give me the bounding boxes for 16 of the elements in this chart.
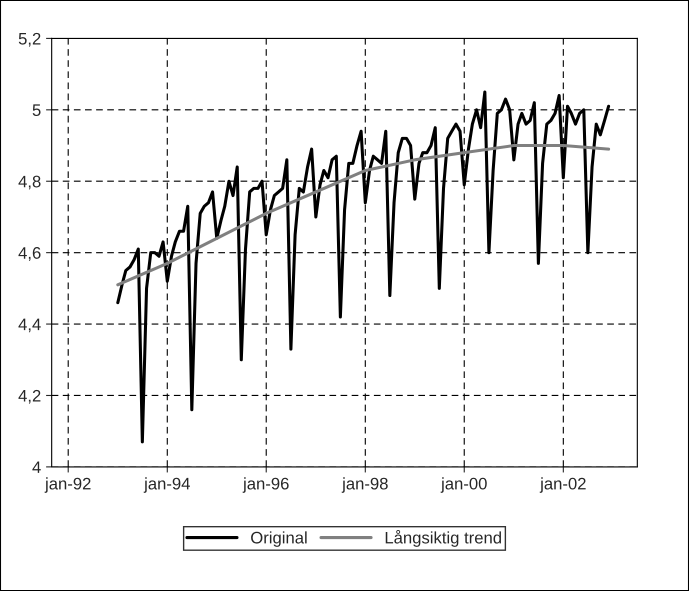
y-tick-label: 4 (32, 461, 41, 473)
x-tick-label: jan-98 (342, 477, 388, 493)
x-tick-label: jan-00 (440, 477, 487, 493)
y-tick-label: 4,6 (18, 247, 41, 261)
x-tick-label: jan-94 (144, 477, 190, 493)
x-tick-label: jan-92 (44, 477, 91, 493)
legend-label: Långsiktig trend (386, 530, 501, 547)
y-tick-label: 4,2 (18, 390, 40, 404)
legend-label: Original (251, 531, 307, 547)
y-tick-label: 4,8 (18, 176, 41, 190)
line-series (116, 144, 610, 286)
y-tick-label: 4,4 (18, 318, 41, 332)
x-tick-label: jan-96 (242, 477, 289, 493)
x-tick-label: jan-02 (540, 477, 586, 493)
y-tick-label: 5,2 (18, 32, 40, 47)
y-tick-label: 5 (32, 104, 41, 116)
